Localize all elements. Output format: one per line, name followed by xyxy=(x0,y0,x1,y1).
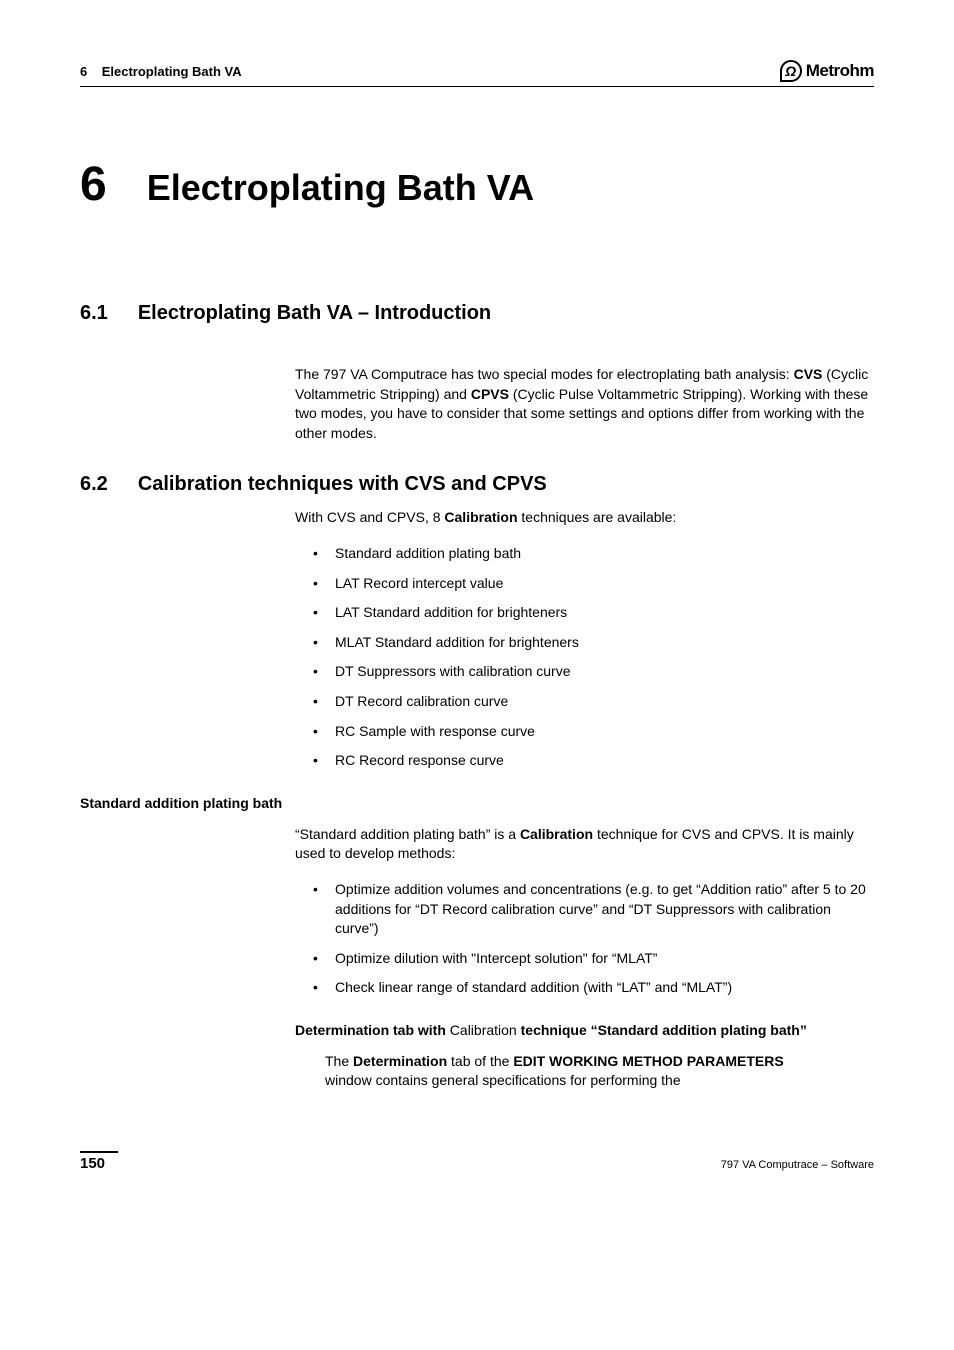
text: window contains general specifications f… xyxy=(325,1072,681,1088)
page-number: 150 xyxy=(80,1151,118,1172)
header-chapter-number: 6 xyxy=(80,64,87,79)
chapter-number: 6 xyxy=(80,157,107,212)
section-number: 6.1 xyxy=(80,302,108,325)
header-chapter-ref: 6 Electroplating Bath VA xyxy=(80,64,242,79)
text: technique “Standard addition plating bat… xyxy=(517,1022,807,1038)
bold-determination: Determination xyxy=(353,1053,447,1069)
list-item: Optimize addition volumes and concentrat… xyxy=(295,880,874,939)
list-item: RC Record response curve xyxy=(295,751,874,771)
subsection-standard-addition-title: Standard addition plating bath xyxy=(80,795,874,811)
bold-cpvs: CPVS xyxy=(471,386,509,402)
list-item: RC Sample with response curve xyxy=(295,722,874,742)
header-chapter-name: Electroplating Bath VA xyxy=(102,64,242,79)
list-item: DT Record calibration curve xyxy=(295,692,874,712)
text: tab of the xyxy=(447,1053,513,1069)
section-6-1-body: The 797 VA Computrace has two special mo… xyxy=(295,365,874,443)
list-item: Standard addition plating bath xyxy=(295,544,874,564)
bold-calibration: Calibration xyxy=(444,509,517,525)
section-6-1-header: 6.1 Electroplating Bath VA – Introductio… xyxy=(80,302,874,325)
section-title: Calibration techniques with CVS and CPVS xyxy=(138,473,547,496)
section-number: 6.2 xyxy=(80,473,108,496)
text: The xyxy=(325,1053,353,1069)
subsection-body: “Standard addition plating bath” is a Ca… xyxy=(295,825,874,864)
brand-logo: Ω Metrohm xyxy=(780,60,874,82)
page-header: 6 Electroplating Bath VA Ω Metrohm xyxy=(80,60,874,87)
standard-addition-usage-list: Optimize addition volumes and concentrat… xyxy=(295,880,874,998)
bold-cvs: CVS xyxy=(794,366,823,382)
section-6-2-intro: With CVS and CPVS, 8 Calibration techniq… xyxy=(295,508,874,528)
text: Determination tab with xyxy=(295,1022,450,1038)
text: “Standard addition plating bath” is a xyxy=(295,826,520,842)
list-item: MLAT Standard addition for brighteners xyxy=(295,633,874,653)
text-normal: Calibration xyxy=(450,1022,517,1038)
list-item: LAT Standard addition for brighteners xyxy=(295,603,874,623)
text: techniques are available: xyxy=(518,509,677,525)
section-title: Electroplating Bath VA – Introduction xyxy=(138,302,491,325)
section-6-2-header: 6.2 Calibration techniques with CVS and … xyxy=(80,473,874,496)
metrohm-icon: Ω xyxy=(780,60,802,82)
bold-edit-params: EDIT WORKING METHOD PARAMETERS xyxy=(513,1053,783,1069)
footer-text: 797 VA Computrace – Software xyxy=(721,1159,874,1171)
bold-calibration: Calibration xyxy=(520,826,593,842)
subsection-determination-tab-title: Determination tab with Calibration techn… xyxy=(295,1022,824,1038)
list-item: LAT Record intercept value xyxy=(295,574,874,594)
list-item: DT Suppressors with calibration curve xyxy=(295,662,874,682)
determination-body: The Determination tab of the EDIT WORKIN… xyxy=(325,1052,814,1091)
chapter-title: Electroplating Bath VA xyxy=(147,167,534,209)
chapter-header: 6 Electroplating Bath VA xyxy=(80,157,874,212)
text: With CVS and CPVS, 8 xyxy=(295,509,444,525)
page-footer: 150 797 VA Computrace – Software xyxy=(80,1151,874,1172)
brand-name: Metrohm xyxy=(806,61,874,81)
list-item: Optimize dilution with "Intercept soluti… xyxy=(295,949,874,969)
calibration-techniques-list: Standard addition plating bath LAT Recor… xyxy=(295,544,874,771)
text: The 797 VA Computrace has two special mo… xyxy=(295,366,794,382)
list-item: Check linear range of standard addition … xyxy=(295,978,874,998)
